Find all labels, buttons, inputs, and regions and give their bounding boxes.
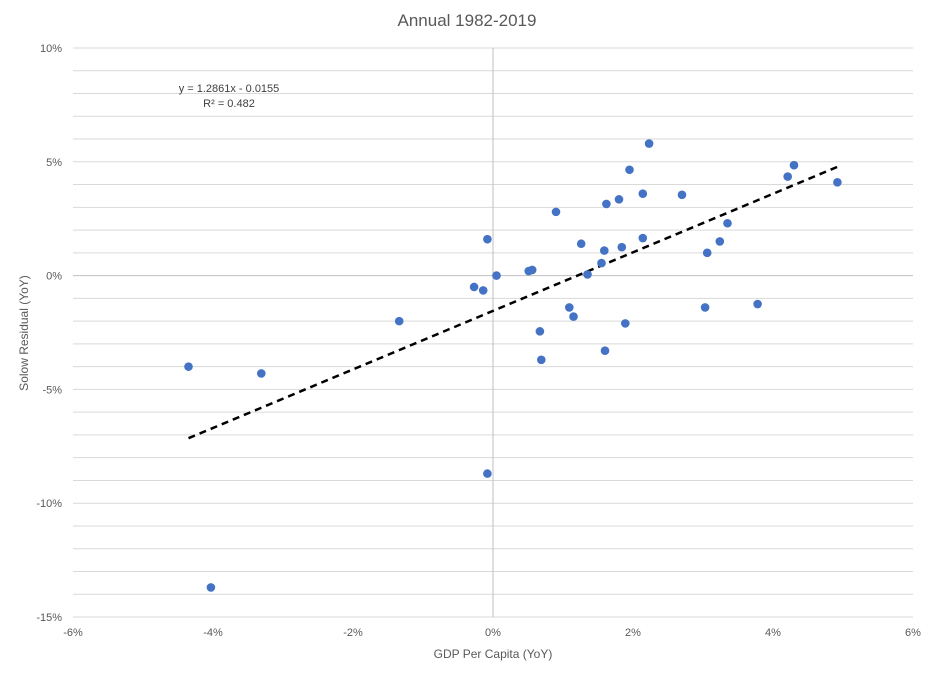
x-tick-label: -2%	[343, 627, 363, 639]
y-tick-label: -15%	[36, 612, 62, 624]
data-point	[625, 165, 634, 175]
y-tick-label: 5%	[46, 157, 62, 169]
data-point	[565, 303, 574, 312]
data-point	[569, 312, 578, 321]
trendline-r-squared: R² = 0.482	[203, 98, 255, 110]
data-point	[600, 346, 610, 356]
data-point	[702, 248, 712, 258]
trendline-equation: y = 1.2861x - 0.0155	[179, 83, 280, 95]
data-point	[537, 355, 546, 365]
data-points	[184, 139, 842, 592]
data-point	[394, 316, 404, 326]
data-point	[184, 362, 193, 371]
data-point	[638, 189, 648, 198]
data-point	[527, 265, 537, 275]
data-point	[783, 172, 792, 181]
data-point	[597, 258, 606, 268]
data-point	[677, 190, 687, 200]
data-point	[583, 270, 592, 279]
data-point	[715, 237, 725, 246]
data-point	[469, 282, 479, 292]
zero-axes	[73, 48, 913, 617]
data-point	[576, 239, 586, 249]
data-point	[617, 242, 627, 252]
data-point	[789, 160, 799, 170]
x-tick-label: 0%	[485, 627, 501, 639]
data-point	[602, 199, 611, 209]
trendline	[188, 165, 838, 440]
x-tick-label: 2%	[625, 627, 641, 639]
y-tick-label: 10%	[40, 43, 62, 55]
data-point	[700, 303, 710, 312]
data-point	[753, 299, 762, 309]
data-point	[644, 139, 654, 148]
x-tick-labels: -6% -4% -2% 0% 2% 4% 6%	[63, 627, 921, 639]
data-point	[723, 218, 732, 228]
data-point	[492, 271, 501, 280]
y-tick-labels: 10% 5% 0% -5% -10% -15%	[36, 43, 62, 624]
y-tick-label: 0%	[46, 271, 62, 283]
trendline-group	[188, 165, 838, 440]
y-tick-label: -10%	[36, 498, 62, 510]
data-point	[483, 469, 492, 478]
data-point	[614, 195, 624, 204]
data-point	[833, 177, 842, 187]
x-tick-label: 6%	[905, 627, 921, 639]
y-axis-label: Solow Residual (YoY)	[17, 275, 31, 391]
x-axis-label: GDP Per Capita (YoY)	[434, 647, 553, 661]
data-point	[257, 369, 266, 378]
data-point	[483, 234, 492, 244]
data-point	[621, 319, 630, 328]
data-point	[478, 286, 488, 295]
x-tick-label: -6%	[63, 627, 83, 639]
x-tick-label: -4%	[203, 627, 223, 639]
x-tick-label: 4%	[765, 627, 781, 639]
data-point	[551, 207, 561, 217]
data-point	[535, 327, 545, 336]
data-point	[600, 246, 609, 255]
data-point	[206, 583, 216, 592]
chart-title: Annual 1982-2019	[398, 11, 537, 30]
y-tick-label: -5%	[42, 384, 62, 396]
data-point	[638, 233, 648, 243]
